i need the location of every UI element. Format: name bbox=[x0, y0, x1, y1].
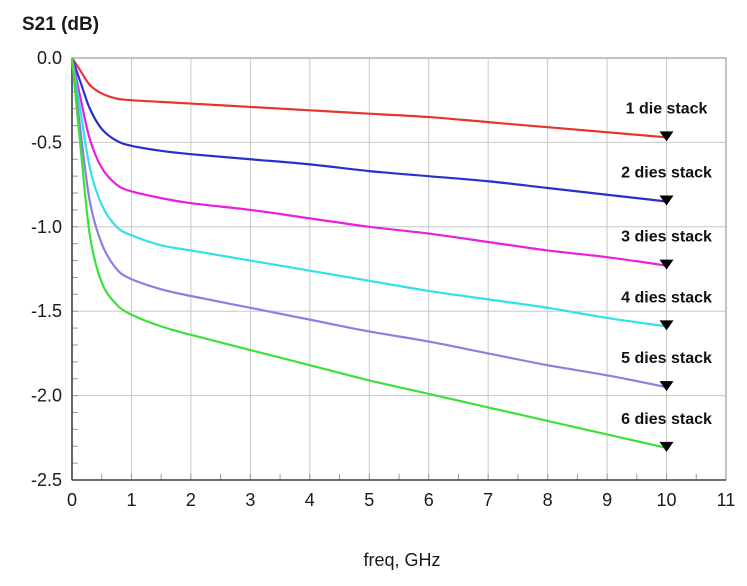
grid bbox=[71, 57, 727, 481]
series-group bbox=[70, 57, 667, 450]
series-labels: 1 die stack 2 dies stack 3 dies stack 4 die… bbox=[621, 100, 712, 428]
series-label-4: 4 dies stack bbox=[621, 289, 712, 306]
y-tick-labels: 0.0 -0.5 -1.0 -1.5 -2.0 -2.5 bbox=[31, 48, 62, 490]
series-line-6 bbox=[70, 57, 667, 450]
y-tick-label: -2.0 bbox=[31, 386, 62, 406]
y-tick-label: -1.5 bbox=[31, 301, 62, 321]
series-line-4 bbox=[70, 57, 667, 328]
plot-area bbox=[71, 57, 727, 481]
x-tick-label: 1 bbox=[126, 490, 136, 510]
x-tick-label: 6 bbox=[424, 490, 434, 510]
series-line-2 bbox=[70, 57, 667, 203]
x-tick-label: 5 bbox=[364, 490, 374, 510]
x-tick-labels: 0 1 2 3 4 5 6 7 8 9 10 11 bbox=[67, 490, 735, 510]
series-label-3: 3 dies stack bbox=[621, 229, 712, 246]
y-tick-label: -2.5 bbox=[31, 470, 62, 490]
series-label-6: 6 dies stack bbox=[621, 411, 712, 428]
y-tick-label: -0.5 bbox=[31, 132, 62, 152]
series-line-5 bbox=[70, 57, 667, 389]
end-marker bbox=[659, 195, 674, 206]
x-tick-label: 0 bbox=[67, 490, 77, 510]
x-tick-label: 11 bbox=[717, 490, 736, 510]
x-tick-label: 9 bbox=[602, 490, 612, 510]
y-tick-label: 0.0 bbox=[37, 48, 62, 68]
x-axis-label: freq, GHz bbox=[363, 550, 440, 570]
x-tick-label: 4 bbox=[305, 490, 315, 510]
x-tick-label: 2 bbox=[186, 490, 196, 510]
axes bbox=[71, 58, 726, 481]
y-tick-label: -1.0 bbox=[31, 217, 62, 237]
x-tick-label: 7 bbox=[483, 490, 493, 510]
y-axis-label: S21 (dB) bbox=[22, 14, 99, 35]
end-marker bbox=[659, 131, 674, 142]
series-line-1 bbox=[71, 57, 667, 139]
series-label-1: 1 die stack bbox=[626, 100, 708, 117]
x-tick-label: 10 bbox=[657, 490, 677, 510]
x-tick-label: 8 bbox=[543, 490, 553, 510]
end-marker bbox=[659, 320, 674, 331]
end-markers bbox=[659, 131, 674, 452]
series-label-5: 5 dies stack bbox=[621, 350, 712, 367]
series-label-2: 2 dies stack bbox=[621, 164, 712, 181]
end-marker bbox=[659, 441, 674, 452]
x-tick-label: 3 bbox=[245, 490, 255, 510]
end-marker bbox=[659, 259, 674, 270]
end-marker bbox=[659, 381, 674, 392]
series-line-3 bbox=[70, 57, 667, 267]
